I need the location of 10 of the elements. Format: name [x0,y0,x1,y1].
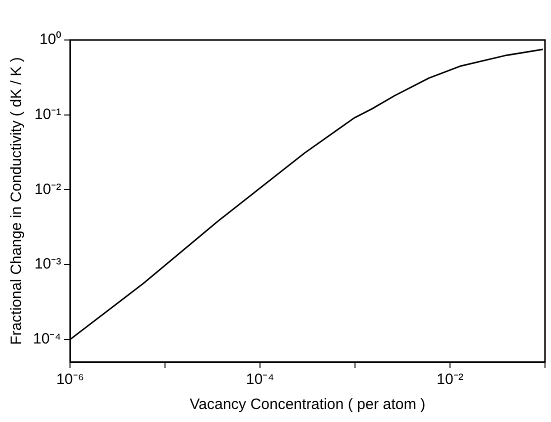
y-tick-label: 10⁰ [39,31,62,48]
x-tick-label: 10⁻⁴ [246,371,274,388]
y-tick-label: 10⁻³ [34,256,62,273]
x-axis-title: Vacancy Concentration ( per atom ) [190,396,426,414]
y-axis-title: Fractional Change in Conductivity ( dK / K ) [8,57,26,345]
y-tick-label: 10⁻² [34,180,62,198]
y-tick-label: 10⁻¹ [34,106,62,124]
x-tick-label: 10⁻² [436,371,464,388]
y-tick-label: 10⁻⁴ [32,330,62,348]
x-tick-label: 10⁻⁶ [56,371,84,388]
